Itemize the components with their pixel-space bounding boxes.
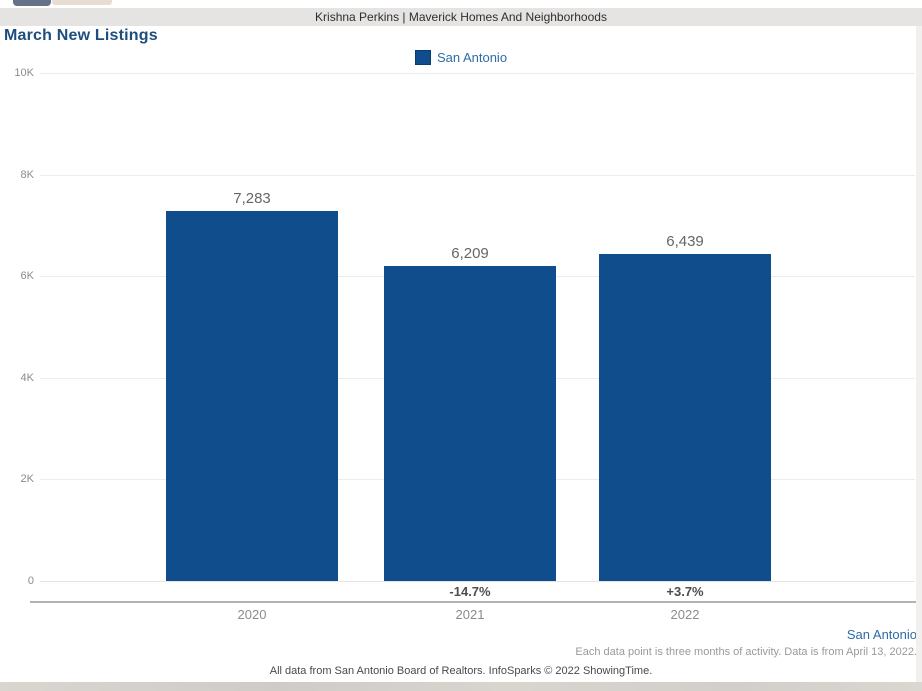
footer-series-label[interactable]: San Antonio — [846, 627, 917, 642]
legend-label: San Antonio — [436, 50, 508, 65]
y-axis-tick-label: 10K — [14, 67, 34, 79]
bar-value-label: 6,209 — [451, 244, 489, 262]
y-axis-tick-label: 4K — [20, 371, 34, 384]
y-axis-tick-label: 8K — [20, 168, 34, 181]
legend-swatch-icon — [414, 50, 431, 65]
x-axis-tick-label: 2022 — [670, 607, 700, 622]
header-bar: Krishna Perkins | Maverick Homes And Nei… — [0, 8, 922, 26]
x-axis-tick-label: 2021 — [455, 607, 485, 622]
pct-change-label: -14.7% — [449, 584, 491, 599]
page-title: March New Listings — [4, 27, 158, 44]
x-axis-line — [30, 601, 918, 603]
y-axis-tick-label: 2K — [20, 473, 34, 486]
data-freshness-note: Each data point is three months of activ… — [575, 646, 917, 658]
gridline — [40, 174, 915, 176]
chart-legend[interactable]: San Antonio — [0, 49, 922, 66]
bar-2021[interactable] — [384, 265, 556, 581]
agent-branding-text: Krishna Perkins | Maverick Homes And Nei… — [315, 10, 607, 24]
x-axis-tick-label: 2020 — [237, 607, 267, 622]
y-axis-tick-label: 0 — [27, 575, 34, 587]
browser-artifact — [13, 0, 51, 6]
gridline — [40, 581, 915, 582]
bar-2022[interactable] — [599, 253, 771, 581]
attribution-note: All data from San Antonio Board of Realt… — [269, 665, 653, 677]
y-axis-tick-label: 6K — [20, 270, 34, 283]
bar-2020[interactable] — [166, 211, 338, 581]
scrollbar-track — [916, 26, 922, 682]
browser-artifact — [52, 0, 112, 5]
desktop-edge — [0, 682, 922, 691]
pct-change-label: +3.7% — [666, 584, 704, 599]
gridline — [40, 73, 915, 74]
bar-value-label: 7,283 — [233, 190, 271, 208]
bar-value-label: 6,439 — [666, 232, 704, 250]
